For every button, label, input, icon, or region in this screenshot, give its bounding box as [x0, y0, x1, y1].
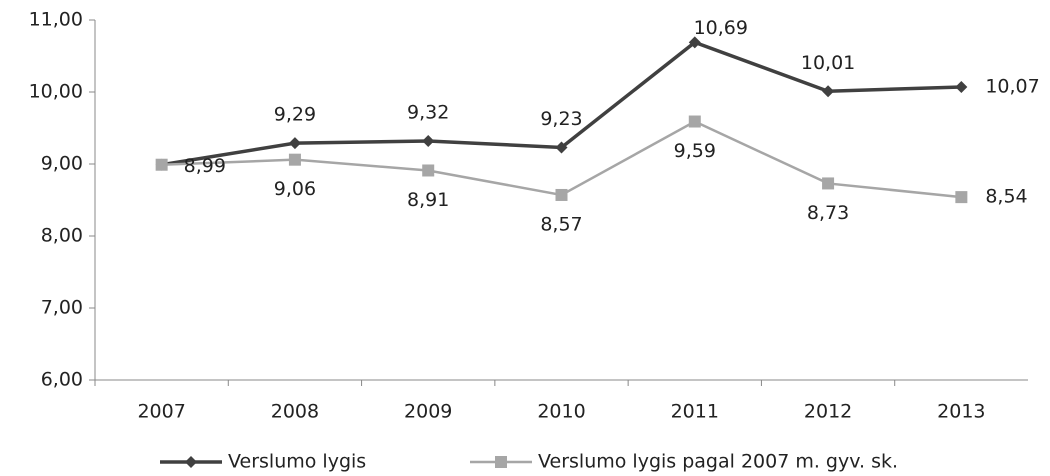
marker — [955, 80, 968, 93]
data-label: 8,99 — [184, 155, 226, 177]
y-tick-label: 9,00 — [41, 153, 83, 175]
data-label: 10,69 — [694, 17, 748, 39]
marker — [155, 158, 168, 171]
data-label: 9,06 — [274, 178, 316, 200]
marker — [955, 191, 968, 204]
marker — [288, 153, 301, 166]
marker — [688, 36, 701, 49]
data-label: 10,01 — [801, 52, 855, 74]
marker — [688, 115, 701, 128]
x-tick-label: 2007 — [137, 401, 185, 423]
data-label: 10,07 — [985, 75, 1039, 97]
y-tick-label: 10,00 — [29, 81, 83, 103]
data-label: 9,59 — [674, 140, 716, 162]
x-tick-label: 2012 — [804, 401, 852, 423]
data-label: 8,54 — [985, 186, 1027, 208]
marker — [822, 85, 835, 98]
marker — [422, 164, 435, 177]
marker — [495, 456, 507, 468]
data-label: 8,57 — [540, 213, 582, 235]
marker — [555, 188, 568, 201]
data-label: 9,32 — [407, 101, 449, 123]
data-label: 9,23 — [540, 108, 582, 130]
x-tick-label: 2013 — [937, 401, 985, 423]
x-tick-label: 2011 — [671, 401, 719, 423]
legend-label: Verslumo lygis — [228, 451, 366, 473]
data-label: 8,73 — [807, 202, 849, 224]
y-tick-label: 7,00 — [41, 297, 83, 319]
marker — [288, 137, 301, 150]
marker — [185, 456, 197, 468]
data-label: 9,29 — [274, 104, 316, 126]
y-tick-label: 6,00 — [41, 369, 83, 391]
marker — [555, 141, 568, 154]
marker — [422, 134, 435, 147]
x-tick-label: 2008 — [271, 401, 319, 423]
y-tick-label: 11,00 — [29, 9, 83, 31]
marker — [822, 177, 835, 190]
data-label: 8,91 — [407, 189, 449, 211]
legend-label: Verslumo lygis pagal 2007 m. gyv. sk. — [538, 451, 898, 473]
y-tick-label: 8,00 — [41, 225, 83, 247]
x-tick-label: 2010 — [537, 401, 585, 423]
x-tick-label: 2009 — [404, 401, 452, 423]
